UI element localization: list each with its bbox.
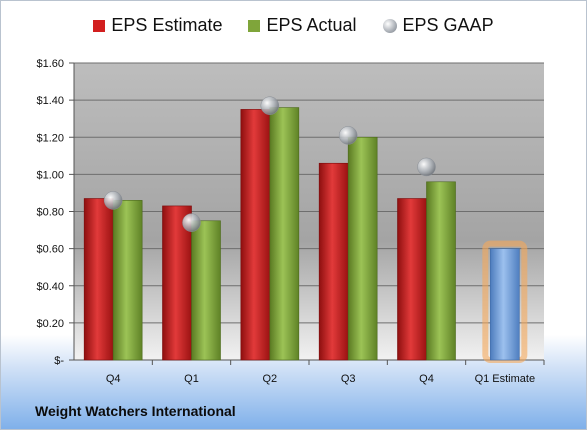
bar-eps-estimate: [240, 109, 271, 361]
legend-item-estimate: EPS Estimate: [93, 15, 222, 36]
bar-eps-actual: [191, 220, 221, 361]
bar-eps-estimate: [397, 198, 427, 361]
bar-q1-estimate: [490, 248, 520, 361]
legend-label-estimate: EPS Estimate: [111, 15, 223, 35]
y-tick-label: $0.60: [36, 244, 64, 256]
legend-item-gaap: EPS GAAP: [382, 15, 494, 36]
x-tick-label: Q4: [106, 373, 121, 385]
company-name: Weight Watchers International: [35, 403, 236, 419]
gaap-marker-icon: [382, 18, 397, 33]
y-tick-label: $1.00: [36, 169, 64, 181]
y-tick-label: $1.20: [36, 132, 64, 144]
bar-eps-estimate: [318, 162, 349, 361]
legend: EPS Estimate EPS Actual EPS GAAP: [1, 15, 586, 36]
estimate-swatch-icon: [93, 19, 106, 32]
bar-eps-actual: [112, 200, 143, 361]
bar-eps-actual: [347, 136, 378, 361]
actual-swatch-icon: [248, 19, 261, 32]
y-tick-label: $0.80: [36, 207, 64, 219]
x-tick-label: Q1: [184, 373, 199, 385]
y-tick-label: $0.40: [36, 281, 64, 293]
y-tick-label: $-: [54, 355, 64, 367]
marker-eps-gaap: [338, 126, 358, 145]
x-tick-label: Q1 Estimate: [475, 373, 536, 385]
marker-eps-gaap: [103, 191, 123, 210]
marker-eps-gaap: [417, 157, 436, 177]
bar-eps-actual: [269, 107, 300, 361]
bar-eps-estimate: [162, 205, 192, 361]
x-tick-label: Q2: [262, 373, 277, 385]
marker-eps-gaap: [182, 213, 201, 232]
y-tick-label: $1.60: [36, 58, 64, 70]
y-tick-label: $1.40: [36, 95, 64, 107]
x-tick-label: Q3: [341, 373, 356, 385]
marker-eps-gaap: [260, 96, 280, 115]
legend-item-actual: EPS Actual: [248, 15, 357, 36]
y-tick-label: $0.20: [36, 318, 64, 330]
legend-label-actual: EPS Actual: [266, 15, 357, 35]
bar-eps-actual: [426, 181, 456, 361]
x-tick-label: Q4: [419, 373, 434, 385]
bar-eps-estimate: [83, 198, 114, 361]
legend-label-gaap: EPS GAAP: [402, 15, 494, 35]
